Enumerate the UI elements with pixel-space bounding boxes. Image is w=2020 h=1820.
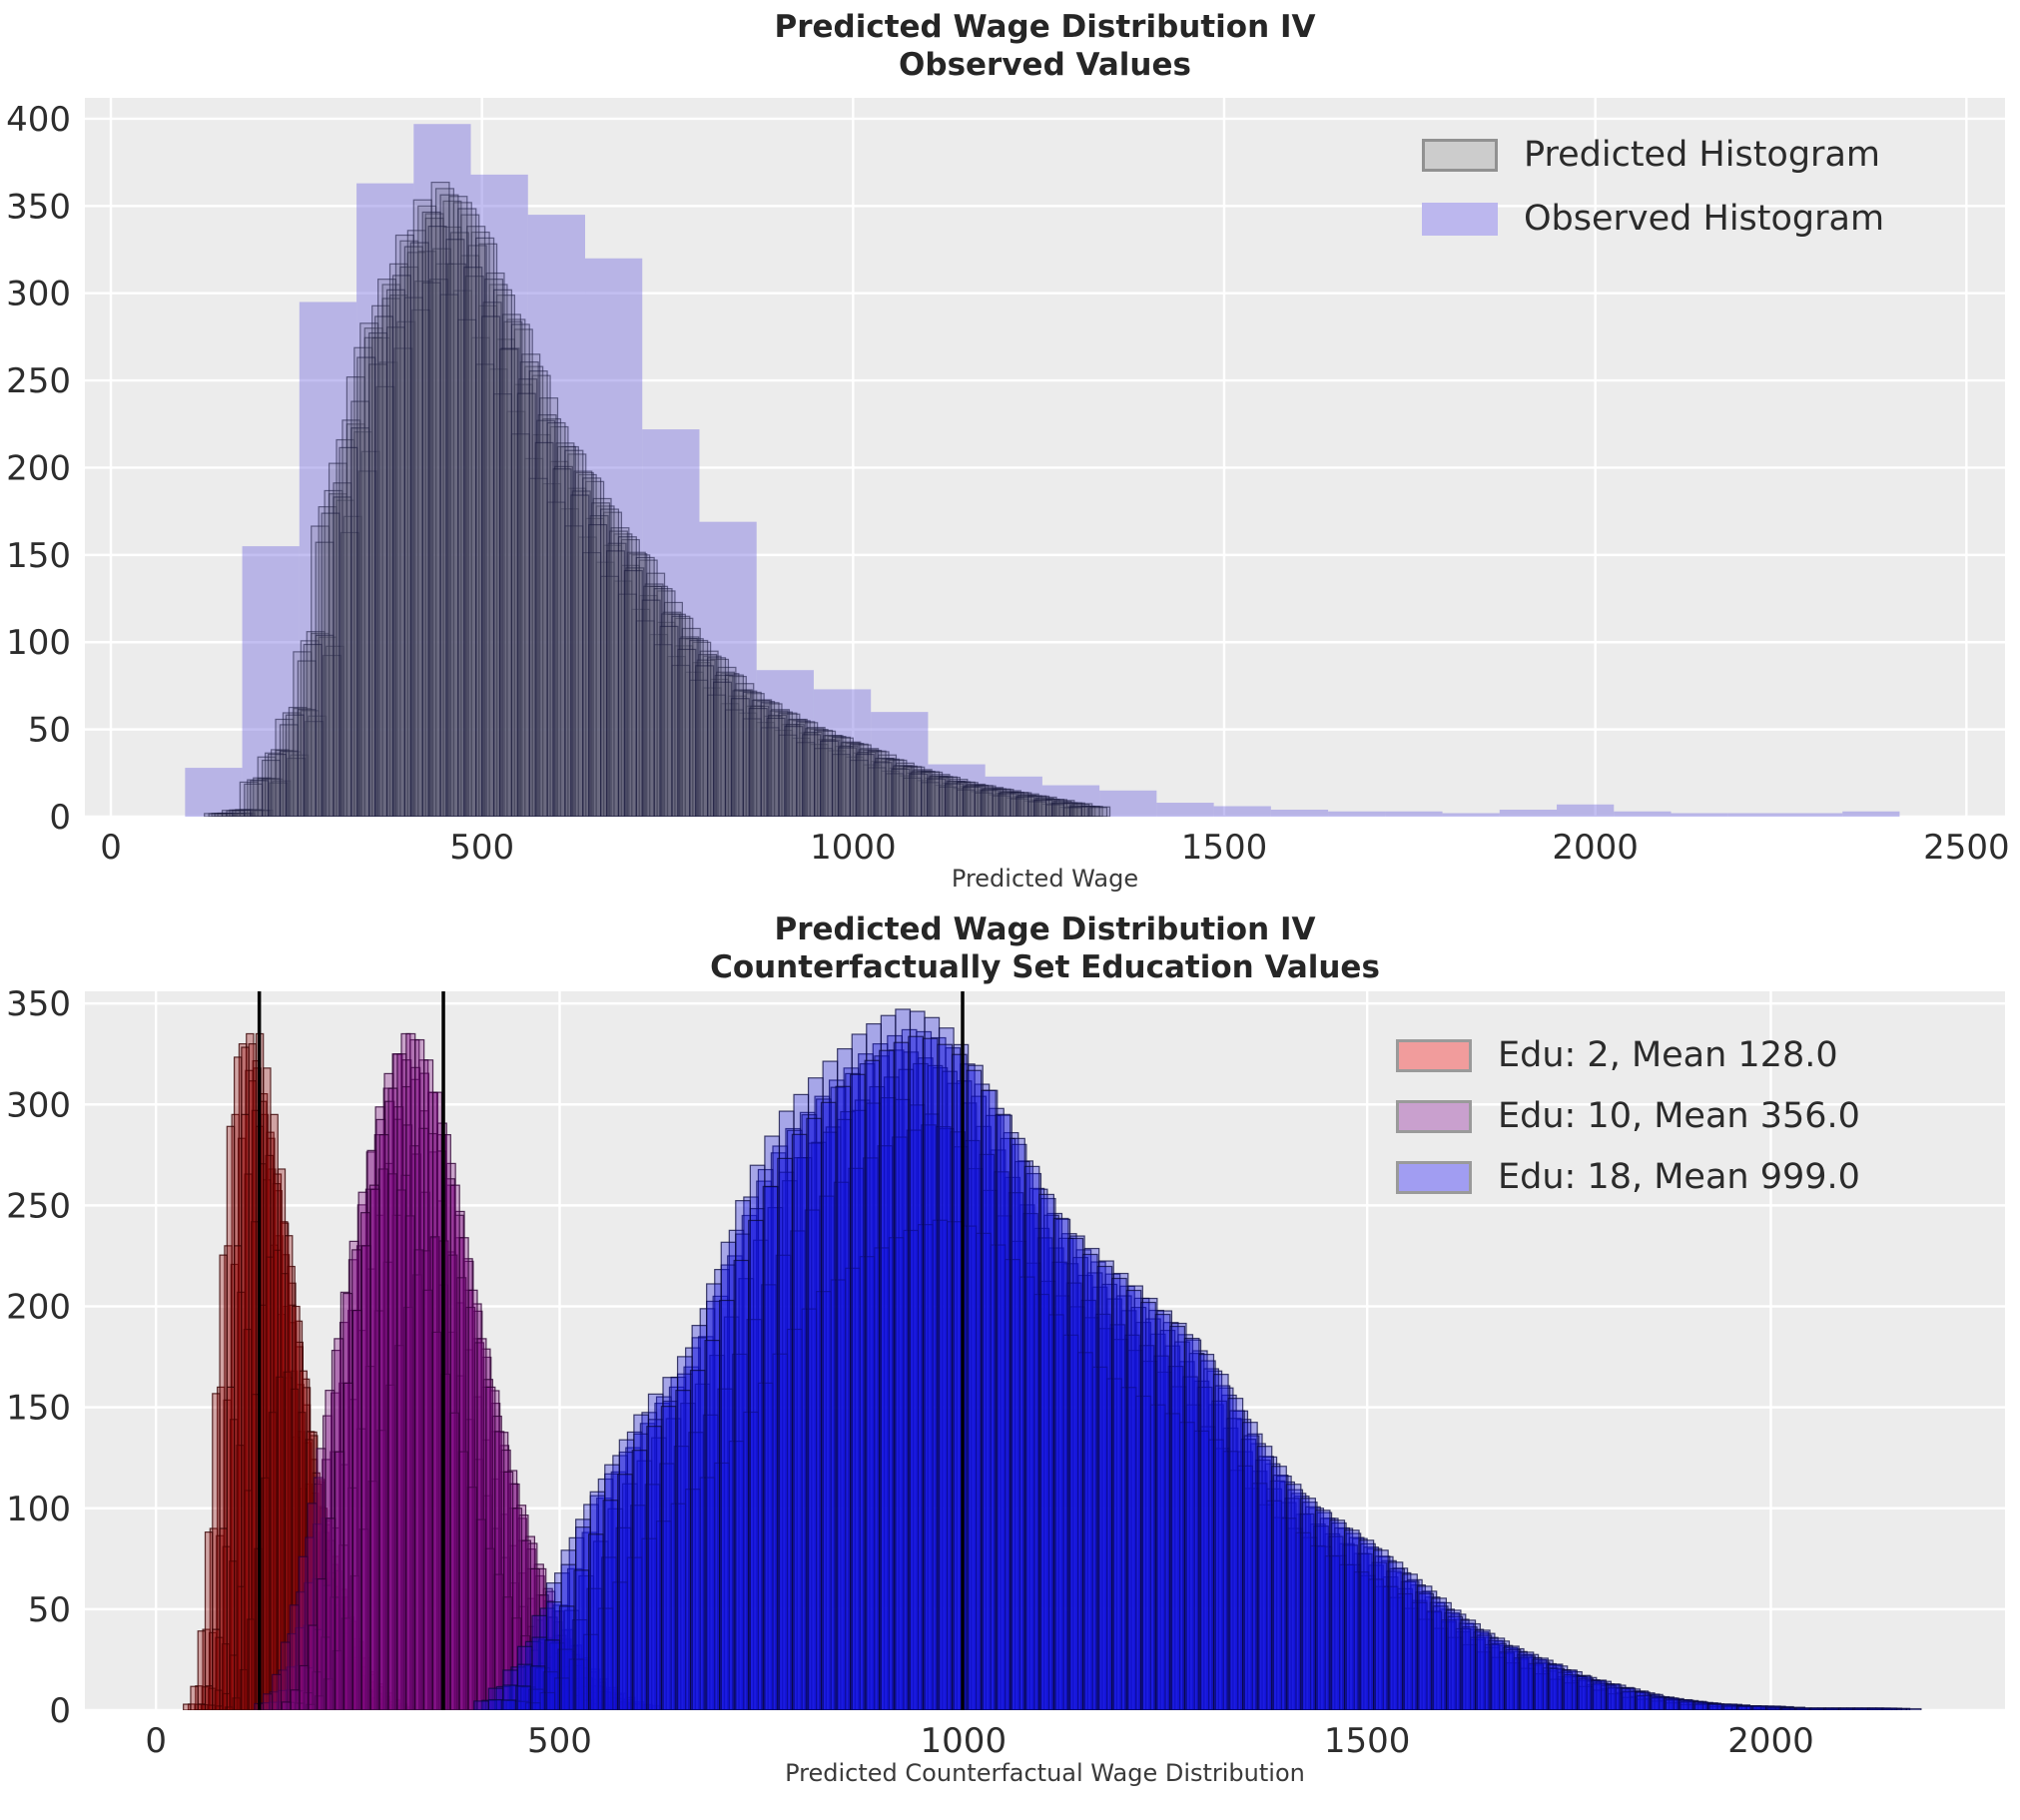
- observed-histogram-label: Observed Histogram: [1524, 199, 1885, 239]
- observed-chart-xlabel: Predicted Wage: [951, 865, 1139, 893]
- svg-text:350: 350: [6, 984, 71, 1024]
- legend-item-edu-2: Edu: 2, Mean 128.0: [1396, 1030, 1860, 1080]
- edu-18-swatch: [1396, 1160, 1472, 1194]
- observed-chart-title: Predicted Wage Distribution IV Observed …: [85, 8, 2005, 84]
- svg-text:1000: 1000: [810, 828, 897, 868]
- x-tick-labels: 0 500 1000 1500 2000: [145, 1721, 1813, 1761]
- series-1-bars: [254, 1032, 662, 1710]
- svg-text:250: 250: [6, 1186, 71, 1226]
- svg-text:300: 300: [6, 1085, 71, 1125]
- svg-text:1000: 1000: [921, 1721, 1008, 1761]
- counterfactual-wage-chart: 0 500 1000 1500 2000 0 50 100 150 200 250 300 350 Pr…: [0, 909, 2020, 1820]
- series-2-bars: [473, 1008, 1922, 1710]
- observed-histogram-swatch: [1422, 202, 1498, 236]
- legend-item-edu-10: Edu: 10, Mean 356.0: [1396, 1091, 1860, 1141]
- edu-10-label: Edu: 10, Mean 356.0: [1498, 1096, 1860, 1136]
- svg-text:1500: 1500: [1324, 1721, 1411, 1761]
- counterfactual-chart-title-line1: Predicted Wage Distribution IV: [774, 911, 1316, 947]
- svg-text:400: 400: [6, 100, 71, 140]
- svg-text:2500: 2500: [1923, 828, 2010, 868]
- svg-text:200: 200: [6, 448, 71, 488]
- svg-text:2000: 2000: [1552, 828, 1639, 868]
- y-tick-labels: 0 50 100 150 200 250 300 350 400: [6, 100, 71, 838]
- edu-2-swatch: [1396, 1038, 1472, 1072]
- svg-text:2000: 2000: [1727, 1721, 1814, 1761]
- predicted-histogram-swatch: [1422, 138, 1498, 172]
- legend-item-edu-18: Edu: 18, Mean 999.0: [1396, 1152, 1860, 1202]
- svg-text:100: 100: [6, 623, 71, 663]
- edu-18-label: Edu: 18, Mean 999.0: [1498, 1157, 1860, 1197]
- counterfactual-chart-legend: Edu: 2, Mean 128.0 Edu: 10, Mean 356.0 E…: [1396, 1030, 1860, 1202]
- legend-item-observed-histogram: Observed Histogram: [1422, 194, 1884, 244]
- counterfactual-chart-title: Predicted Wage Distribution IV Counterfa…: [85, 910, 2005, 986]
- legend-item-predicted-histogram: Predicted Histogram: [1422, 130, 1884, 180]
- svg-text:1500: 1500: [1181, 828, 1268, 868]
- svg-text:500: 500: [527, 1721, 592, 1761]
- svg-text:350: 350: [6, 187, 71, 227]
- observed-chart-title-line1: Predicted Wage Distribution IV: [774, 9, 1316, 45]
- svg-text:250: 250: [6, 361, 71, 401]
- edu-2-label: Edu: 2, Mean 128.0: [1498, 1035, 1838, 1075]
- observed-wage-chart: 0 500 1000 1500 2000 2500 0 50 100 150 200 250 300 35…: [0, 0, 2020, 909]
- svg-text:200: 200: [6, 1288, 71, 1328]
- svg-text:100: 100: [6, 1490, 71, 1529]
- observed-wage-plot: 0 500 1000 1500 2000 2500 0 50 100 150 200 250 300 35…: [6, 98, 2010, 868]
- observed-chart-legend: Predicted Histogram Observed Histogram: [1422, 130, 1884, 244]
- x-tick-labels: 0 500 1000 1500 2000 2500: [100, 828, 2009, 868]
- svg-text:150: 150: [6, 536, 71, 576]
- observed-chart-title-line2: Observed Values: [899, 47, 1191, 83]
- svg-text:0: 0: [49, 1691, 71, 1731]
- y-tick-labels: 0 50 100 150 200 250 300 350: [6, 984, 71, 1731]
- svg-text:0: 0: [100, 828, 122, 868]
- counterfactual-wage-plot: 0 500 1000 1500 2000 0 50 100 150 200 250 300 350: [6, 984, 2005, 1761]
- svg-text:300: 300: [6, 275, 71, 314]
- series-1-bars: [204, 181, 1111, 817]
- svg-text:0: 0: [49, 798, 71, 838]
- counterfactual-chart-title-line2: Counterfactually Set Education Values: [710, 949, 1380, 985]
- edu-10-swatch: [1396, 1099, 1472, 1133]
- svg-text:50: 50: [28, 1590, 71, 1630]
- predicted-histogram-label: Predicted Histogram: [1524, 135, 1880, 175]
- svg-text:50: 50: [28, 711, 71, 751]
- svg-text:0: 0: [145, 1721, 167, 1761]
- counterfactual-chart-xlabel: Predicted Counterfactual Wage Distributi…: [785, 1759, 1305, 1787]
- svg-text:150: 150: [6, 1389, 71, 1429]
- svg-text:500: 500: [449, 828, 514, 868]
